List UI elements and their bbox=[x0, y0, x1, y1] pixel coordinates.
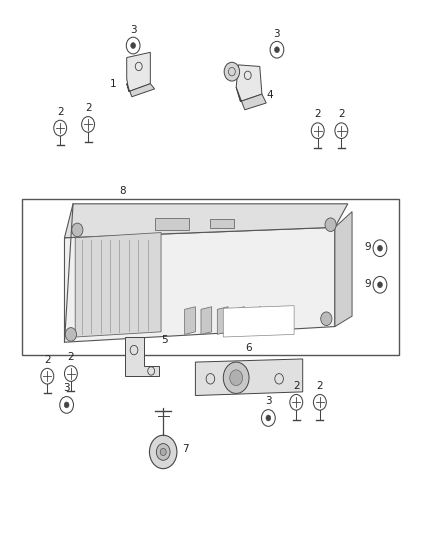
Text: 2: 2 bbox=[293, 381, 300, 391]
Text: 2: 2 bbox=[85, 103, 92, 113]
Circle shape bbox=[378, 282, 382, 288]
Circle shape bbox=[266, 415, 271, 421]
Polygon shape bbox=[185, 306, 195, 334]
Text: 4: 4 bbox=[266, 90, 273, 100]
Circle shape bbox=[230, 370, 243, 385]
Circle shape bbox=[131, 43, 135, 49]
Circle shape bbox=[223, 362, 249, 393]
Polygon shape bbox=[236, 65, 262, 101]
Polygon shape bbox=[217, 306, 228, 334]
Polygon shape bbox=[250, 306, 261, 334]
Circle shape bbox=[378, 245, 382, 251]
Polygon shape bbox=[335, 212, 352, 327]
Circle shape bbox=[156, 443, 170, 461]
Text: 9: 9 bbox=[364, 242, 371, 252]
Text: 2: 2 bbox=[314, 109, 321, 119]
Polygon shape bbox=[127, 52, 150, 92]
Circle shape bbox=[72, 223, 83, 237]
Text: 2: 2 bbox=[67, 352, 74, 362]
Text: 6: 6 bbox=[246, 343, 252, 353]
Polygon shape bbox=[236, 87, 266, 110]
Circle shape bbox=[65, 328, 77, 341]
Circle shape bbox=[224, 62, 240, 81]
Bar bbox=[21, 199, 399, 356]
Circle shape bbox=[325, 218, 336, 231]
Circle shape bbox=[149, 435, 177, 469]
Text: 5: 5 bbox=[161, 335, 168, 345]
Bar bbox=[155, 219, 189, 230]
Text: 3: 3 bbox=[265, 397, 272, 407]
Polygon shape bbox=[64, 204, 348, 238]
Text: 2: 2 bbox=[44, 354, 51, 365]
Text: 2: 2 bbox=[57, 107, 64, 117]
Circle shape bbox=[160, 448, 166, 456]
Polygon shape bbox=[195, 359, 303, 395]
Polygon shape bbox=[64, 228, 335, 342]
Text: 1: 1 bbox=[110, 79, 116, 88]
Text: 2: 2 bbox=[317, 381, 323, 391]
Text: 3: 3 bbox=[130, 25, 137, 35]
Circle shape bbox=[321, 312, 332, 326]
Polygon shape bbox=[201, 306, 212, 334]
Circle shape bbox=[275, 47, 279, 53]
Text: 7: 7 bbox=[183, 445, 189, 454]
Text: 2: 2 bbox=[338, 109, 345, 119]
Polygon shape bbox=[127, 84, 155, 97]
Bar bbox=[210, 219, 234, 228]
Text: 8: 8 bbox=[119, 186, 126, 196]
Text: 3: 3 bbox=[64, 383, 70, 393]
Polygon shape bbox=[223, 306, 294, 337]
Text: 9: 9 bbox=[364, 279, 371, 289]
Circle shape bbox=[64, 402, 69, 408]
Polygon shape bbox=[124, 337, 159, 376]
Text: 3: 3 bbox=[274, 29, 280, 39]
Polygon shape bbox=[233, 306, 244, 334]
Polygon shape bbox=[75, 232, 161, 337]
